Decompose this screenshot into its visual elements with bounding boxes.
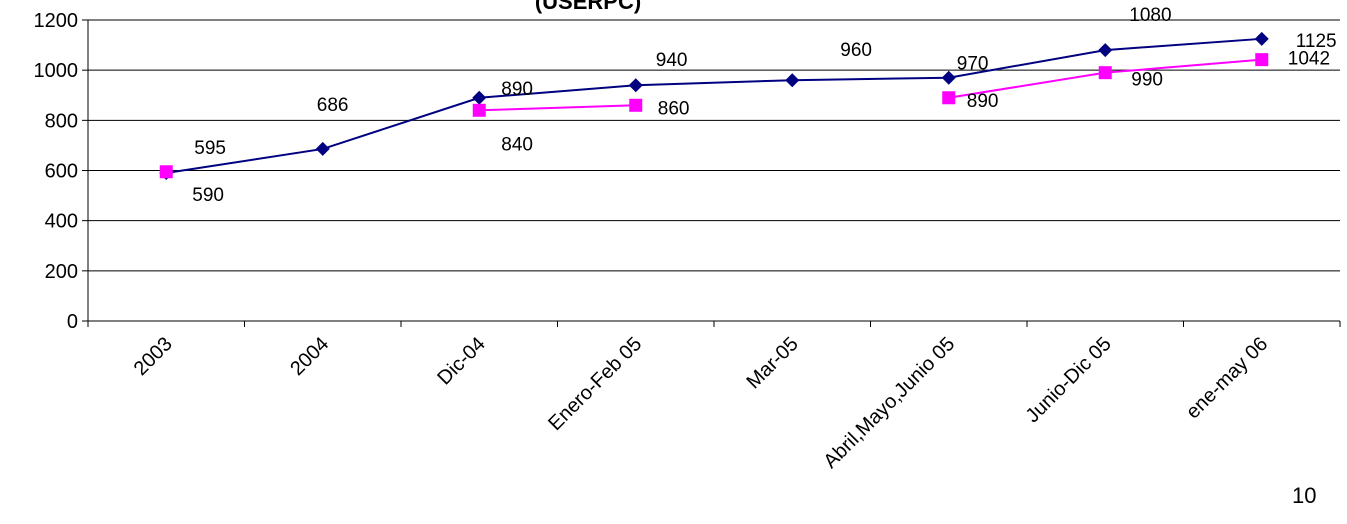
series-1-point-7 [1255,53,1269,67]
axes [82,19,1341,327]
y-tick-label-600: 600 [45,161,78,183]
series-0-line-0 [166,37,1262,174]
series-markers [159,31,1269,181]
series-1-point-0 [159,165,173,179]
series-1-label-7: 1042 [1288,49,1330,70]
series-0-point-6 [1098,43,1113,58]
x-tick-label-1: 2004 [286,333,333,380]
x-tick-label-5: Abril,Mayo,Junio 05 [820,333,960,473]
series-1-label-6: 990 [1131,70,1163,91]
x-tick-label-3: Enero-Feb 05 [544,333,646,435]
series-0-point-4 [785,73,800,88]
x-tick-labels: 2003 2004 Dic-04 Enero-Feb 05 Mar-05 Abril,Ma… [130,333,1273,473]
grid-lines [88,19,1340,272]
y-tick-label-400: 400 [45,211,78,233]
x-tick-label-6: Junio-Dic 05 [1022,333,1116,427]
series-1-line-1 [479,104,636,112]
series-1-point-3 [629,98,643,112]
series-1-label-3: 860 [658,98,690,119]
series-0-point-2 [472,90,487,105]
series-0-point-1 [315,141,330,156]
series-1-point-2 [472,103,486,117]
series-1-label-0: 595 [194,138,226,159]
x-tick-label-7: ene-may 06 [1182,333,1272,423]
chart-title: (USERPC) [535,0,641,14]
series-0-point-3 [628,78,643,93]
y-tick-label-1000: 1000 [34,60,79,82]
series-0-label-7: 1125 [1296,31,1337,52]
series-1-label-2: 840 [501,134,533,155]
y-tick-label-800: 800 [45,110,78,132]
y-tick-label-0: 0 [67,311,78,333]
y-tick-labels: 0 200 400 600 800 1000 1200 [34,10,79,333]
y-tick-label-200: 200 [45,261,78,283]
x-tick-label-4: Mar-05 [742,333,802,393]
series-0-label-0: 590 [192,185,224,206]
series-0-label-5: 970 [957,54,989,75]
x-tick-label-2: Dic-04 [433,333,489,389]
series-1-point-5 [942,91,956,105]
series-0-label-4: 960 [840,40,872,61]
series-0-point-7 [1254,31,1269,46]
page-number: 10 [1292,483,1316,508]
series-0-label-3: 940 [656,50,688,71]
x-tick-label-0: 2003 [130,333,177,380]
series-1-point-6 [1098,66,1112,80]
series-0-point-5 [941,70,956,85]
series-1-label-5: 890 [967,91,999,112]
data-labels: 590 686 890 940 960 970 1080 1125 595 840 860 890 99… [192,5,1336,206]
series-0-label-6: 1080 [1129,5,1171,26]
y-tick-label-1200: 1200 [34,10,79,32]
series-0-label-2: 890 [501,79,533,100]
series-0-label-1: 686 [317,95,349,116]
